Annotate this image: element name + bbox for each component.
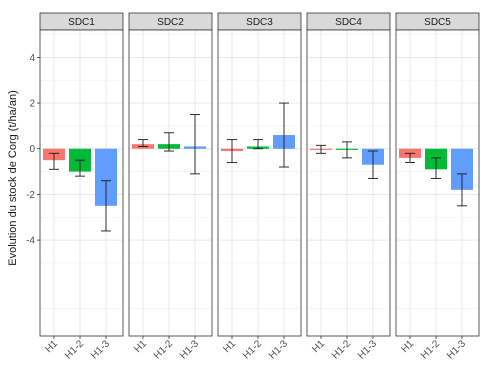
panel-border xyxy=(217,29,302,337)
panel-background xyxy=(307,30,390,336)
facet-strip-label: SDC1 xyxy=(68,17,95,28)
x-tick-label: H1-3 xyxy=(89,338,112,361)
facet-strip-label: SDC2 xyxy=(157,17,184,28)
y-tick-label: -4 xyxy=(26,236,35,247)
x-tick-label: H1-2 xyxy=(63,338,86,361)
x-tick-label: H1-2 xyxy=(330,338,353,361)
y-axis: -4 -2 0 2 4 xyxy=(26,53,40,247)
x-tick-label: H1-3 xyxy=(178,338,201,361)
y-axis-title: Evolution du stock de Corg (t/ha/an) xyxy=(7,90,19,265)
facet-panel-sdc1: SDC1 H1 H1-2 H1-3 xyxy=(39,12,124,361)
facet-strip-label: SDC3 xyxy=(246,17,273,28)
facet-strip-label: SDC4 xyxy=(335,17,362,28)
x-tick-label: H1-2 xyxy=(419,338,442,361)
panel-background xyxy=(218,30,301,336)
x-tick-label: H1-3 xyxy=(356,338,379,361)
panel-border xyxy=(128,29,213,337)
facet-panel-sdc3: SDC3 H1 H1-2 H1-3 xyxy=(217,12,302,361)
y-tick-label: 0 xyxy=(29,144,35,155)
facet-panel-sdc2: SDC2 H1 H1-2 H1-3 xyxy=(128,12,213,361)
x-tick-label: H1 xyxy=(399,338,416,355)
x-tick-label: H1-2 xyxy=(152,338,175,361)
x-tick-label: H1 xyxy=(221,338,238,355)
x-tick-label: H1 xyxy=(43,338,60,355)
y-tick-label: -2 xyxy=(26,190,35,201)
panel-border xyxy=(395,29,480,337)
facet-strip-label: SDC5 xyxy=(424,17,451,28)
x-tick-label: H1 xyxy=(132,338,149,355)
y-tick-label: 4 xyxy=(29,53,35,64)
panel-border xyxy=(39,29,124,337)
panel-background xyxy=(129,30,212,336)
facet-panel-sdc5: SDC5 H1 H1-2 H1-3 xyxy=(395,12,480,361)
bar-sdc5-h1-3 xyxy=(451,148,473,190)
y-tick-label: 2 xyxy=(29,99,35,110)
bar-sdc1-h1-3 xyxy=(95,148,117,206)
x-tick-label: H1 xyxy=(310,338,327,355)
x-tick-label: H1-3 xyxy=(267,338,290,361)
facet-panel-sdc4: SDC4 H1 H1-2 H1-3 xyxy=(306,12,391,361)
panel-border xyxy=(306,29,391,337)
x-tick-label: H1-3 xyxy=(445,338,468,361)
x-tick-label: H1-2 xyxy=(241,338,264,361)
